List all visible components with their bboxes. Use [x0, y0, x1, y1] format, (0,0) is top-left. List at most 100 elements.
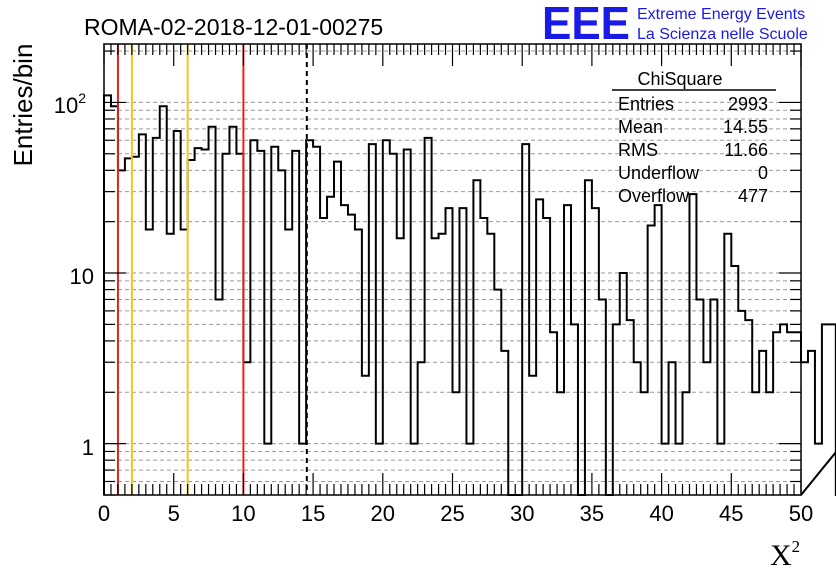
- y-axis: [104, 50, 801, 496]
- histogram-bin: [404, 149, 411, 495]
- histogram-bin: [752, 392, 759, 495]
- stats-box: ChiSquare Entries 2993 Mean 14.55 RMS 11…: [612, 69, 776, 206]
- chart-title: ROMA-02-2018-12-01-00275: [84, 14, 383, 40]
- histogram-bin: [717, 444, 724, 495]
- histogram-bin: [627, 320, 634, 495]
- histogram-bin: [585, 180, 592, 495]
- histogram-bin: [243, 362, 250, 495]
- histogram-bin: [487, 234, 494, 495]
- histogram-bin: [473, 180, 480, 495]
- stats-row-value: 0: [758, 163, 768, 183]
- histogram-bin: [536, 199, 543, 495]
- histogram-bin: [390, 154, 397, 495]
- histogram-bin: [801, 362, 808, 495]
- histogram-bin: [341, 205, 348, 495]
- stats-row-value: 11.66: [724, 140, 768, 160]
- x-tick-label: 30: [510, 501, 534, 526]
- histogram-bin: [676, 444, 683, 495]
- histogram-bin: [648, 225, 655, 495]
- histogram-bin: [710, 299, 717, 495]
- histogram-bin: [724, 234, 731, 495]
- histogram-bin: [494, 290, 501, 495]
- histogram-bin: [522, 144, 529, 495]
- histogram-bin: [334, 162, 341, 495]
- histogram-bin: [592, 208, 599, 495]
- histogram-bin: [808, 351, 815, 495]
- histogram-bin: [543, 218, 550, 495]
- histogram-bin: [815, 444, 822, 495]
- histogram-bin: [313, 147, 320, 495]
- x-tick-label: 0: [98, 501, 110, 526]
- x-axis: 0 5 10 15 20 25 30 35 40 45 50: [98, 44, 813, 526]
- histogram-bin: [829, 324, 836, 495]
- histogram-bin: [425, 138, 432, 495]
- histogram-bin: [773, 332, 780, 495]
- x-tick-label: 50: [789, 501, 813, 526]
- histogram-bin: [432, 238, 439, 495]
- x-tick-label: 45: [719, 501, 743, 526]
- histogram-bin: [766, 392, 773, 495]
- histogram-bin: [822, 324, 829, 495]
- histogram-bin: [613, 324, 620, 495]
- histogram-bin: [216, 299, 223, 495]
- histogram-bin: [355, 229, 362, 495]
- stats-row-value: 2993: [728, 94, 768, 114]
- histogram-bin: [209, 127, 216, 495]
- histogram-bin: [620, 273, 627, 495]
- x-tick-label: 15: [301, 501, 325, 526]
- histogram-bin: [453, 392, 460, 495]
- histogram-bin: [466, 444, 473, 495]
- stats-row-label: Mean: [618, 117, 663, 137]
- histogram-bin: [501, 351, 508, 495]
- histogram-bin: [557, 392, 564, 495]
- x-tick-label: 20: [371, 501, 395, 526]
- histogram-bin: [703, 362, 710, 495]
- y-tick-label-100-base: 10: [54, 93, 78, 118]
- x-tick-label: 40: [649, 501, 673, 526]
- histogram-outline: [103, 94, 836, 496]
- histogram-bin: [167, 234, 174, 495]
- histogram-bin: [689, 194, 696, 495]
- y-tick-label-1: 1: [82, 435, 94, 460]
- histogram-bin: [271, 147, 278, 495]
- marker-lines: [116, 44, 308, 495]
- histogram-bin: [529, 376, 536, 495]
- histogram-bin: [348, 215, 355, 495]
- histogram-bin: [285, 229, 292, 495]
- histogram-bin: [418, 362, 425, 495]
- histogram-bin: [655, 205, 662, 495]
- histogram-bin: [236, 154, 243, 495]
- x-axis-label-sup: 2: [792, 537, 801, 556]
- histogram-bin: [160, 106, 167, 495]
- histogram-bin: [222, 154, 229, 495]
- x-tick-label: 35: [580, 501, 604, 526]
- histogram-bin: [292, 151, 299, 495]
- stats-box-title: ChiSquare: [637, 69, 722, 89]
- stats-row-label: Overflow: [618, 186, 690, 206]
- histogram-bin: [139, 134, 146, 495]
- histogram-bin: [780, 324, 787, 495]
- x-axis-label: X2: [770, 537, 800, 572]
- histogram-bin: [571, 324, 578, 495]
- histogram-bin: [411, 444, 418, 495]
- histogram-bin: [264, 444, 271, 495]
- histogram-bin: [181, 229, 188, 495]
- histogram-bin: [662, 444, 669, 495]
- histogram-bin: [738, 311, 745, 495]
- x-axis-label-base: X: [770, 539, 792, 572]
- eee-logo-line1: Extreme Energy Events: [637, 6, 805, 23]
- histogram-bin: [257, 151, 264, 495]
- histogram-bin: [641, 392, 648, 495]
- histogram-bin: [446, 208, 453, 495]
- histogram-bin: [118, 170, 125, 495]
- histogram-bin: [383, 140, 390, 495]
- histogram-bin: [634, 362, 641, 495]
- histogram-bin: [104, 95, 111, 495]
- histogram-bin: [111, 106, 118, 495]
- histogram-bin: [174, 131, 181, 495]
- y-axis-label: Entries/bin: [8, 44, 38, 167]
- x-tick-label: 25: [440, 501, 464, 526]
- histogram-bin: [299, 444, 306, 495]
- histogram-bin: [369, 144, 376, 495]
